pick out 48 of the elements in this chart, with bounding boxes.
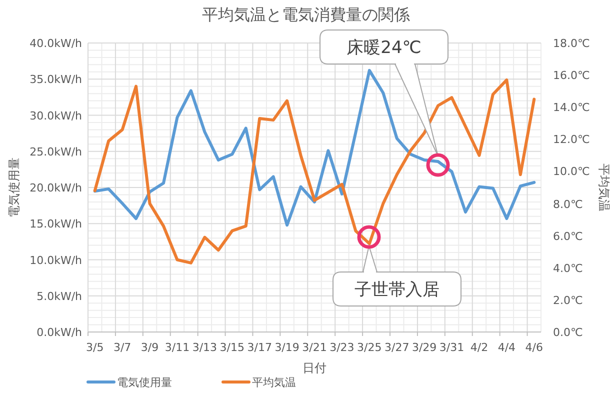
y-tick-label: 30.0kW/h [30,109,82,122]
y-tick-label: 5.0kW/h [36,290,82,303]
x-tick-label: 3/29 [412,341,437,354]
x-tick-label: 3/23 [330,341,354,354]
x-tick-label: 3/19 [274,341,300,354]
x-tick-label: 3/27 [384,341,410,354]
x-tick-label: 4/2 [470,341,488,354]
y2-tick-label: 0.0℃ [553,326,583,339]
y-tick-label: 40.0kW/h [30,37,82,50]
x-tick-label: 3/31 [439,341,464,354]
y2-tick-label: 16.0℃ [553,69,590,82]
y-tick-label: 0.0kW/h [36,326,82,339]
x-tick-label: 3/25 [357,341,382,354]
y-tick-label: 10.0kW/h [30,254,82,267]
legend-label: 平均気温 [252,376,296,389]
chart-title: 平均気温と電気消費量の関係 [202,5,410,24]
x-tick-label: 3/7 [113,341,132,354]
y2-tick-label: 10.0℃ [553,165,590,178]
callout: 床暖24℃ [320,30,450,177]
line-series [93,68,536,227]
y2-tick-label: 2.0℃ [553,294,583,307]
x-tick-label: 3/13 [192,341,218,354]
x-tick-label: 4/6 [525,341,543,354]
y2-tick-label: 14.0℃ [553,101,590,114]
y-tick-label: 35.0kW/h [30,73,82,86]
annotation: 子世帯入居 [354,280,440,300]
legend-label: 電気使用量 [117,376,172,389]
y2-tick-label: 18.0℃ [553,37,590,50]
x-tick-label: 3/11 [164,341,190,354]
y-tick-label: 15.0kW/h [30,218,82,231]
callout: 子世帯入居 [332,225,462,306]
y2-tick-label: 4.0℃ [553,262,583,275]
y2-tick-label: 6.0℃ [553,230,583,243]
y-axis-title: 電気使用量 [7,158,21,218]
line-series [93,78,536,264]
x-tick-label: 3/17 [247,341,272,354]
y-tick-label: 20.0kW/h [30,182,82,194]
x-tick-label: 3/5 [86,341,104,354]
x-tick-label: 3/15 [220,341,244,354]
y2-tick-label: 12.0℃ [553,133,590,146]
y-tick-label: 25.0kW/h [30,145,82,158]
y2-axis-title: 平均気温 [597,164,611,212]
x-tick-label: 4/4 [498,341,516,354]
x-tick-label: 3/9 [140,341,159,354]
x-axis-title: 日付 [302,361,326,375]
x-tick-label: 3/21 [302,341,327,354]
y2-tick-label: 8.0℃ [553,198,583,211]
annotation: 床暖24℃ [346,38,422,58]
